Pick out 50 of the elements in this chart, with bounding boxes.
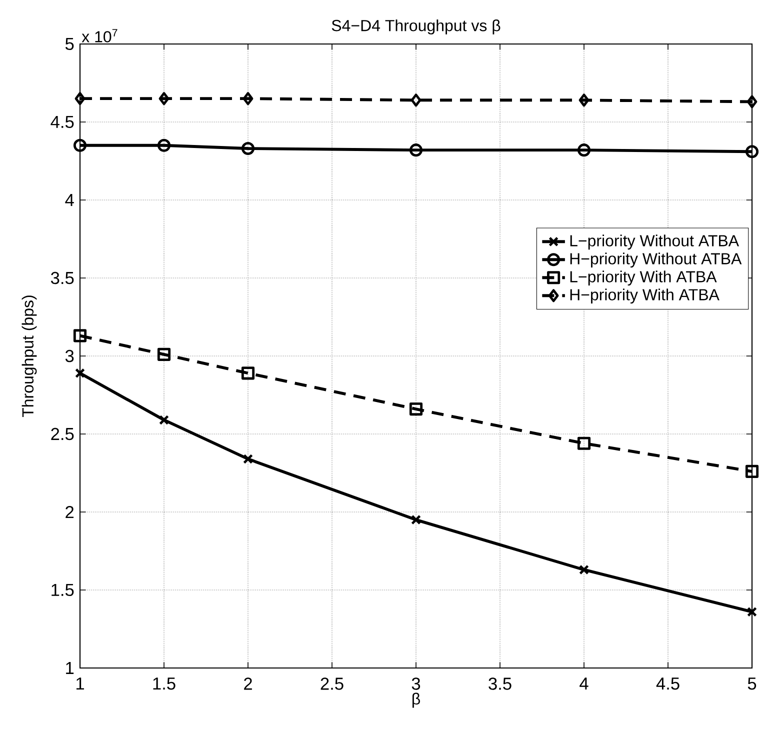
y-tick-label: 3.5 [50, 272, 74, 284]
y-tick-label: 2.5 [51, 428, 74, 440]
point [745, 464, 759, 478]
point [157, 138, 171, 152]
point [746, 95, 758, 108]
legend-label: L−priority With ATBA [570, 270, 717, 286]
x-tick-label: 3 [412, 678, 420, 690]
y-tick-label: 5 [65, 38, 74, 50]
x-tick-label: 2.5 [320, 678, 344, 690]
y-tick-label: 4 [65, 194, 74, 206]
legend-label: H−priority Without ATBA [570, 252, 742, 268]
chart-title: S4−D4 Throughput vs β [332, 19, 500, 34]
point [411, 514, 421, 525]
point [75, 368, 85, 378]
point [577, 436, 591, 450]
point [157, 348, 171, 361]
y-tick-label: 1 [66, 662, 74, 674]
point [577, 144, 591, 157]
x-tick-label: 1.5 [153, 678, 176, 690]
x-tick-label: 4 [580, 678, 588, 690]
point [73, 329, 87, 342]
point [159, 414, 169, 425]
point [74, 92, 86, 106]
point [243, 454, 253, 464]
point [579, 564, 589, 575]
point [747, 606, 757, 617]
x-tick-label: 3.5 [488, 678, 512, 690]
y-tick-label: 3 [65, 350, 74, 362]
y-tick-label: 2 [66, 506, 74, 518]
legend-label: L−priority Without ATBA [570, 234, 740, 250]
y-axis-title: Throughput (bps) [22, 296, 37, 418]
point [241, 366, 255, 380]
x-tick-label: 4.5 [656, 678, 680, 690]
x-tick-label: 5 [748, 678, 756, 690]
x-axis-title: β [412, 692, 420, 708]
text: x 10$^{7}$ [82, 29, 118, 42]
point [745, 145, 759, 158]
point [578, 94, 590, 107]
point [409, 402, 423, 416]
point [242, 92, 254, 106]
point [158, 92, 170, 106]
x-tick-label: 1 [76, 678, 84, 690]
point [241, 142, 255, 156]
point [410, 94, 422, 107]
legend-label: H−priority With ATBA [570, 288, 720, 304]
point [409, 144, 423, 157]
point [73, 138, 87, 152]
y-tick-label: 4.5 [50, 116, 74, 128]
x-tick-label: 2 [244, 678, 252, 690]
y-tick-label: 1.5 [52, 584, 74, 596]
